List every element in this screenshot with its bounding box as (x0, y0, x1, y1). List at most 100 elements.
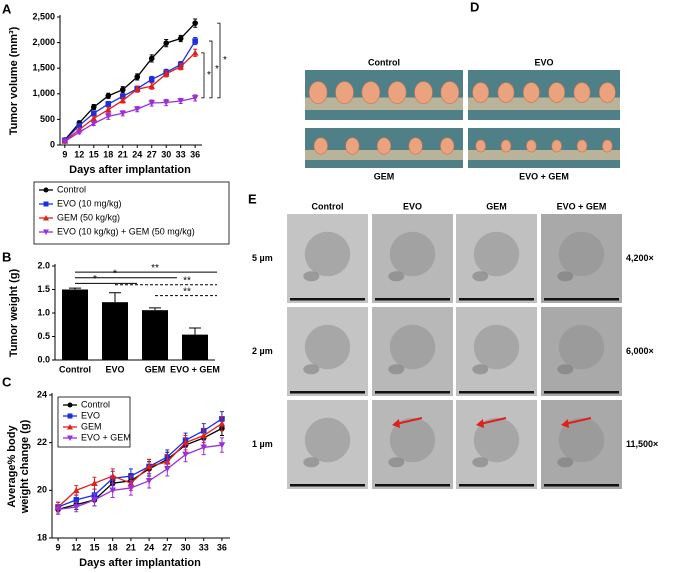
y-axis-label: Tumor volume (mm³) (8, 26, 20, 135)
significance-label: ** (183, 275, 191, 286)
marker (90, 104, 97, 110)
x-axis-label: Days after implantation (79, 557, 201, 569)
series-line (64, 52, 196, 142)
x-tick-label: EVO (105, 364, 124, 374)
marker (72, 487, 80, 494)
y-tick-label: 1,000 (32, 88, 55, 98)
x-tick-label: 33 (199, 542, 209, 552)
series-line (57, 444, 223, 511)
y-axis-label: Average% body (6, 425, 18, 508)
x-tick-label: 24 (144, 542, 154, 552)
marker (177, 98, 184, 105)
legend-box (33, 181, 230, 245)
marker (119, 93, 126, 100)
significance-label: * (223, 55, 227, 66)
legend-label: EVO (10 kg/kg) + GEM (50 mg/kg) (57, 226, 195, 236)
marker (148, 76, 155, 83)
tumor (408, 137, 423, 155)
tumor (440, 81, 460, 104)
scale-bar (375, 391, 450, 394)
y-tick-label: 22 (37, 437, 47, 447)
cell-nucleus (473, 417, 520, 463)
scale-bar (544, 484, 619, 487)
legend-label: EVO + GEM (81, 432, 131, 442)
cell-detail (303, 364, 320, 375)
scale-bar (459, 484, 534, 487)
cell-detail (557, 457, 574, 468)
scale-bar (459, 391, 534, 394)
tumor (522, 82, 540, 103)
significance-label: ** (183, 286, 191, 297)
panel-label: B (2, 249, 11, 264)
tumor (526, 139, 537, 153)
marker (91, 479, 98, 486)
scale-label: 5 µm (252, 253, 273, 263)
marker (104, 106, 112, 113)
scale-label: 2 µm (252, 346, 273, 356)
tumor (551, 139, 562, 153)
x-tick-label: 9 (56, 542, 61, 552)
scale-bar (290, 484, 365, 487)
y-tick-label: 0.5 (37, 331, 50, 341)
x-tick-label: 15 (89, 542, 99, 552)
x-tick-label: 36 (217, 542, 227, 552)
bar (142, 310, 168, 360)
error-bar (189, 327, 201, 335)
y-tick-label: 20 (37, 485, 47, 495)
marker (105, 101, 112, 107)
y-tick-label: 2.0 (37, 260, 50, 270)
marker (54, 506, 62, 513)
panel-label: D (470, 0, 479, 14)
magnification-label: 11,500× (626, 439, 658, 449)
y-tick-label: 1.0 (37, 307, 50, 317)
legend-label: EVO (81, 410, 100, 420)
tumor-photo (468, 128, 620, 168)
series-line (64, 97, 196, 142)
cell-detail (388, 364, 405, 375)
marker (148, 82, 156, 89)
marker (43, 229, 49, 235)
arrow (564, 417, 592, 425)
cell-nucleus (558, 231, 605, 277)
tumor (548, 82, 566, 103)
y-tick-label: 24 (37, 389, 47, 399)
bar (102, 302, 128, 360)
bar (62, 289, 88, 360)
group-label: GEM (374, 171, 395, 181)
marker (148, 55, 155, 62)
series-line (57, 418, 223, 508)
significance-bracket (217, 22, 221, 99)
marker (133, 85, 141, 92)
panel-label: C (2, 374, 12, 389)
x-tick-label: 36 (190, 149, 200, 159)
y-tick-label: 2,000 (32, 37, 55, 47)
tumor (387, 81, 407, 104)
tumor (598, 82, 616, 103)
x-tick-label: 12 (71, 542, 81, 552)
significance-label: * (93, 274, 97, 285)
marker (109, 487, 116, 494)
marker (104, 113, 112, 120)
marker (67, 413, 73, 419)
marker (127, 485, 135, 492)
cell-nucleus (304, 417, 351, 463)
marker (67, 402, 73, 408)
scale-bar (290, 391, 365, 394)
group-label: EVO (534, 57, 553, 67)
series-line (64, 22, 196, 141)
y-axis-label: Tumor weight (g) (8, 268, 20, 357)
error-bar (69, 287, 81, 290)
tumor-photo (305, 70, 463, 120)
tumor (440, 137, 455, 155)
marker (91, 497, 98, 504)
y-tick-label: 1,500 (32, 63, 55, 73)
marker (43, 215, 49, 221)
marker (164, 466, 171, 473)
marker (182, 451, 189, 458)
column-label: EVO + GEM (557, 201, 607, 211)
scale-bar (290, 298, 365, 301)
marker (90, 120, 98, 127)
cell-detail (388, 271, 405, 282)
tumor (345, 137, 360, 155)
